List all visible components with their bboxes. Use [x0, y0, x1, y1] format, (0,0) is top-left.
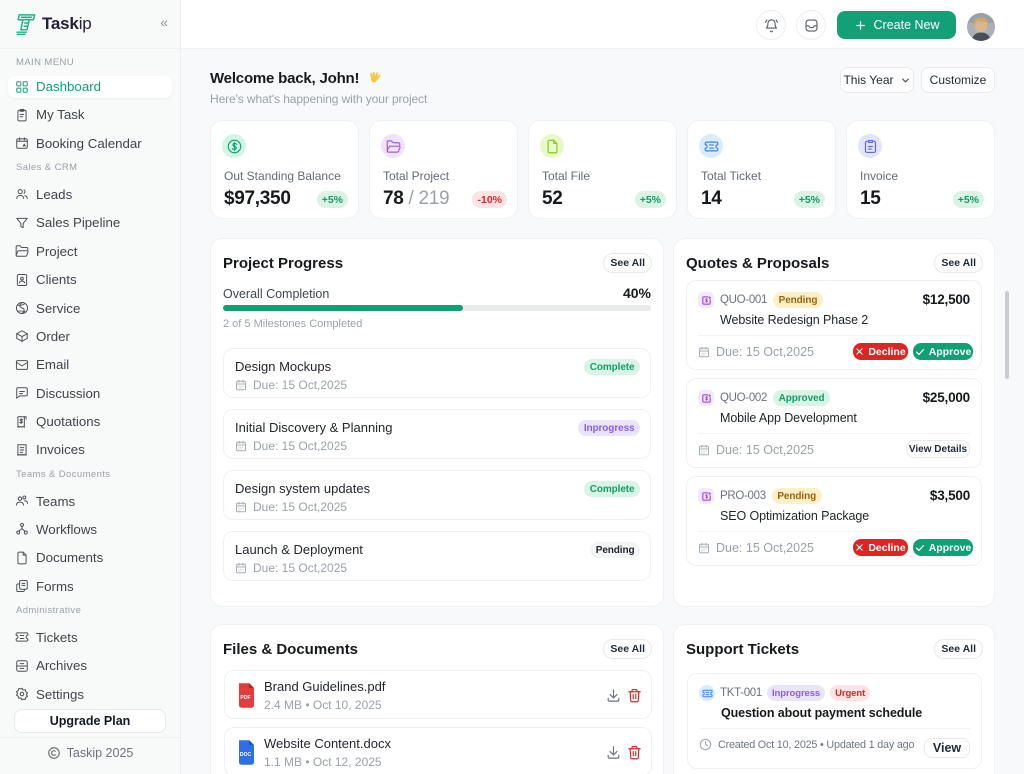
svg-text:PDF: PDF	[240, 695, 250, 701]
svg-text:DOC: DOC	[240, 752, 252, 758]
